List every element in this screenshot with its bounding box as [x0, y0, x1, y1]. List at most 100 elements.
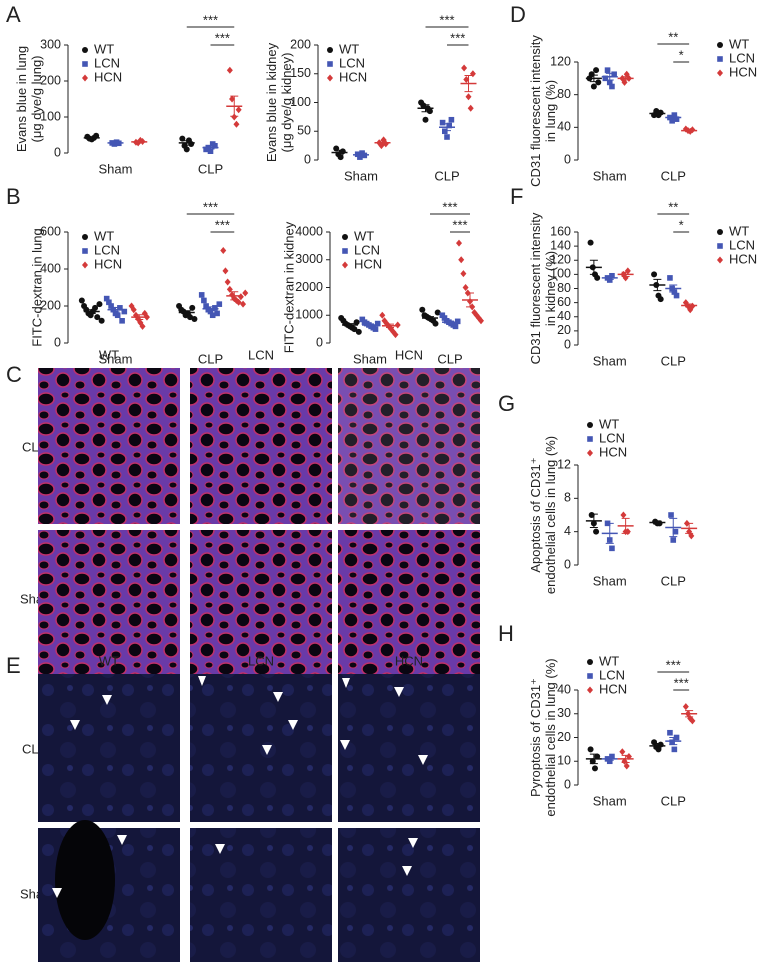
column-label: WT: [99, 653, 119, 668]
marker: [669, 739, 675, 746]
marker: [357, 154, 363, 160]
marker: [446, 122, 452, 129]
legend-marker: [82, 61, 88, 67]
error-bar: [685, 522, 694, 534]
error-bar: [111, 142, 120, 144]
marker: [673, 292, 680, 299]
micrograph: [338, 368, 480, 524]
marker: [609, 83, 615, 90]
marker: [669, 118, 675, 124]
marker: [619, 748, 626, 756]
legend-marker: [717, 56, 723, 62]
legend-marker: [327, 47, 333, 53]
marker: [207, 308, 214, 315]
error-bar: [135, 140, 144, 144]
y-tick-label: 10: [557, 754, 571, 768]
legend-marker: [82, 261, 88, 269]
error-bar: [357, 153, 365, 157]
marker: [606, 758, 613, 765]
legend-label: LCN: [354, 242, 380, 257]
marker: [98, 317, 105, 324]
y-axis-label: Apoptosis of CD31⁺: [528, 457, 543, 572]
x-tick-label: Sham: [593, 353, 627, 368]
x-tick-label: CLP: [437, 351, 462, 366]
y-tick-label: 0: [564, 152, 571, 166]
y-tick-label: 200: [40, 73, 61, 87]
y-axis-label: CD31 fluorescent intensity: [528, 35, 543, 187]
marker: [103, 295, 110, 302]
marker: [224, 278, 231, 286]
legend-label: WT: [94, 228, 114, 243]
x-tick-label: Sham: [353, 351, 387, 366]
marker: [212, 143, 218, 149]
marker: [593, 67, 600, 74]
marker: [461, 64, 468, 72]
error-bar: [605, 275, 614, 280]
significance-label: ***: [450, 30, 465, 45]
y-tick-label: 0: [54, 335, 61, 349]
y-tick-label: 160: [550, 224, 571, 238]
marker: [214, 310, 220, 317]
error-bar: [605, 72, 614, 81]
marker: [78, 297, 85, 304]
error-bar: [378, 140, 387, 145]
panel-letter: G: [498, 391, 515, 416]
micrograph: [190, 828, 332, 962]
y-axis-label: CD31 fluorescent intensity: [528, 212, 543, 364]
error-bar: [182, 310, 191, 315]
marker: [671, 746, 678, 753]
micrograph: [338, 674, 480, 822]
y-tick-label: 4000: [295, 224, 323, 238]
marker: [602, 75, 609, 82]
error-bar: [230, 95, 239, 117]
error-bar: [621, 271, 630, 277]
micrograph: [190, 674, 332, 822]
error-bar: [466, 292, 474, 308]
y-axis-label: Evans blue in lung: [14, 46, 29, 152]
legend-label: HCN: [339, 69, 367, 84]
vessel: [55, 820, 115, 940]
marker: [434, 309, 441, 316]
error-bar: [589, 753, 598, 765]
marker: [235, 106, 242, 114]
significance-label: ***: [666, 657, 681, 672]
marker: [212, 305, 218, 311]
x-tick-label: CLP: [661, 573, 686, 588]
y-tick-label: 0: [316, 335, 323, 349]
legend-label: HCN: [599, 444, 627, 459]
marker: [379, 311, 386, 319]
marker: [442, 128, 448, 135]
marker: [372, 326, 379, 332]
marker: [240, 300, 247, 308]
marker: [456, 239, 462, 247]
error-bar: [206, 145, 215, 150]
y-tick-label: 2000: [295, 280, 323, 294]
marker: [448, 116, 455, 123]
legend-label: WT: [599, 416, 619, 431]
error-bar: [589, 513, 598, 528]
legend-label: WT: [599, 653, 619, 668]
legend-label: HCN: [94, 256, 122, 271]
marker: [611, 71, 617, 78]
error-bar: [426, 316, 434, 320]
error-bar: [446, 320, 454, 324]
x-tick-label: Sham: [593, 168, 627, 183]
legend-label: LCN: [599, 430, 625, 445]
marker: [588, 512, 595, 518]
error-bar: [653, 520, 662, 525]
y-tick-label: 300: [40, 37, 61, 51]
error-bar: [111, 306, 120, 313]
marker: [207, 148, 214, 154]
legend-marker: [587, 436, 593, 442]
significance-label: **: [668, 29, 678, 44]
error-bar: [589, 74, 598, 83]
error-bar: [464, 74, 473, 93]
marker: [609, 545, 615, 552]
arrowheads: [52, 676, 428, 898]
panel-letter: C: [6, 362, 22, 387]
legend-label: WT: [94, 41, 114, 56]
micrograph: [338, 828, 480, 962]
legend-marker: [82, 248, 88, 254]
legend-marker: [717, 256, 723, 264]
micrograph: [338, 530, 480, 678]
